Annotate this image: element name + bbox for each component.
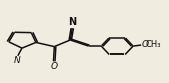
- Text: CH₃: CH₃: [145, 40, 161, 49]
- Text: O: O: [141, 40, 148, 49]
- Text: N: N: [14, 56, 21, 65]
- Text: O: O: [50, 62, 57, 71]
- Text: N: N: [69, 17, 77, 27]
